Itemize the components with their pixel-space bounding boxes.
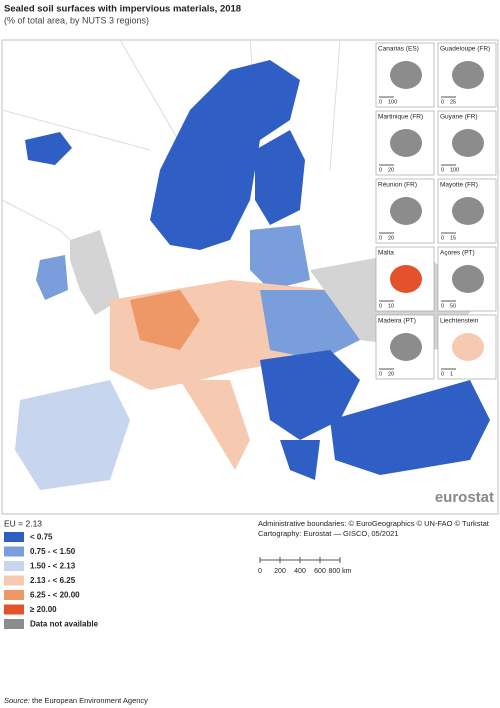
inset-scale-label: 0 <box>379 371 382 377</box>
credit: Administrative boundaries: © EuroGeograp… <box>258 519 490 528</box>
inset-scale-label: 0 <box>379 99 382 105</box>
inset-land <box>452 129 484 157</box>
legend-label: ≥ 20.00 <box>30 605 57 614</box>
inset-name: Guadeloupe (FR) <box>440 46 490 53</box>
inset-name: Mayotte (FR) <box>440 182 478 189</box>
inset-land <box>390 61 422 89</box>
source-label: Source: <box>4 696 30 705</box>
scale-label: 0 <box>258 568 262 575</box>
inset-land <box>452 333 484 361</box>
scale-label: 400 <box>294 568 306 575</box>
italy <box>180 380 250 470</box>
ireland <box>36 255 68 300</box>
inset-land <box>390 333 422 361</box>
inset-name: Réunion (FR) <box>378 182 417 189</box>
inset-land <box>390 129 422 157</box>
inset-name: Açores (PT) <box>440 250 475 257</box>
inset-scale-label: 20 <box>388 167 394 173</box>
iberia <box>15 380 130 490</box>
inset-scale-label: 0 <box>441 99 444 105</box>
scale-label: 200 <box>274 568 286 575</box>
inset-scale-label: 0 <box>379 303 382 309</box>
uk <box>70 230 120 315</box>
scale-label: 800 km <box>329 568 352 575</box>
graticule <box>1 39 341 261</box>
turkey <box>330 380 490 475</box>
legend-swatch <box>4 619 24 629</box>
inset-name: Canarias (ES) <box>378 46 419 53</box>
balkans <box>260 350 360 440</box>
inset-scale-label: 1 <box>450 371 453 377</box>
inset-name: Guyane (FR) <box>440 114 478 121</box>
eu-average: EU = 2.13 <box>4 518 42 528</box>
inset-scale-label: 0 <box>379 167 382 173</box>
subtitle: (% of total area, by NUTS 3 regions) <box>4 15 149 25</box>
inset-scale-label: 20 <box>388 235 394 241</box>
inset-land <box>452 61 484 89</box>
inset-scale-label: 100 <box>388 99 397 105</box>
inset-name: Liechtenstein <box>440 318 479 325</box>
inset-name: Malta <box>378 250 394 257</box>
baltics <box>250 225 310 290</box>
inset-land <box>452 197 484 225</box>
credit: Cartography: Eurostat — GISCO, 05/2021 <box>258 529 399 538</box>
inset-scale-label: 50 <box>450 303 456 309</box>
legend: < 0.75 0.75 - < 1.50 1.50 - < 2.13 2.13 - <… <box>4 532 99 629</box>
inset-scale-label: 100 <box>450 167 459 173</box>
legend-swatch <box>4 532 24 542</box>
poland <box>260 290 360 360</box>
inset-name: Martinique (FR) <box>378 114 423 121</box>
legend-label: Data not available <box>30 620 99 629</box>
inset-land <box>390 197 422 225</box>
greece <box>280 440 320 480</box>
legend-swatch <box>4 575 24 586</box>
inset-scale-label: 25 <box>450 99 456 105</box>
legend-swatch <box>4 561 24 571</box>
iceland <box>25 132 72 165</box>
scale-bar: 0 200 400 600 800 km <box>258 557 352 575</box>
legend-label: 0.75 - < 1.50 <box>30 547 76 556</box>
legend-swatch <box>4 590 24 600</box>
inset-scale-label: 20 <box>388 371 394 377</box>
inset-scale-label: 15 <box>450 235 456 241</box>
inset-land <box>452 265 484 293</box>
source: the European Environment Agency <box>32 696 148 705</box>
inset-scale-label: 0 <box>441 371 444 377</box>
legend-label: < 0.75 <box>30 533 53 542</box>
title: Sealed soil surfaces with impervious mat… <box>4 4 241 15</box>
scale-label: 600 <box>314 568 326 575</box>
inset-land <box>390 265 422 293</box>
legend-swatch <box>4 546 24 557</box>
benelux-germany <box>130 290 200 350</box>
finland <box>255 130 305 225</box>
inset-scale-label: 10 <box>388 303 394 309</box>
legend-swatch <box>4 604 24 615</box>
inset-scale-label: 0 <box>441 167 444 173</box>
scandinavia <box>150 60 300 250</box>
inset-scale-label: 0 <box>441 235 444 241</box>
inset-scale-label: 0 <box>441 303 444 309</box>
inset-scale-label: 0 <box>379 235 382 241</box>
logo: eurostat <box>435 489 494 506</box>
legend-label: 2.13 - < 6.25 <box>30 576 76 585</box>
legend-label: 1.50 - < 2.13 <box>30 562 76 571</box>
inset-name: Madeira (PT) <box>378 318 416 325</box>
legend-label: 6.25 - < 20.00 <box>30 591 80 600</box>
